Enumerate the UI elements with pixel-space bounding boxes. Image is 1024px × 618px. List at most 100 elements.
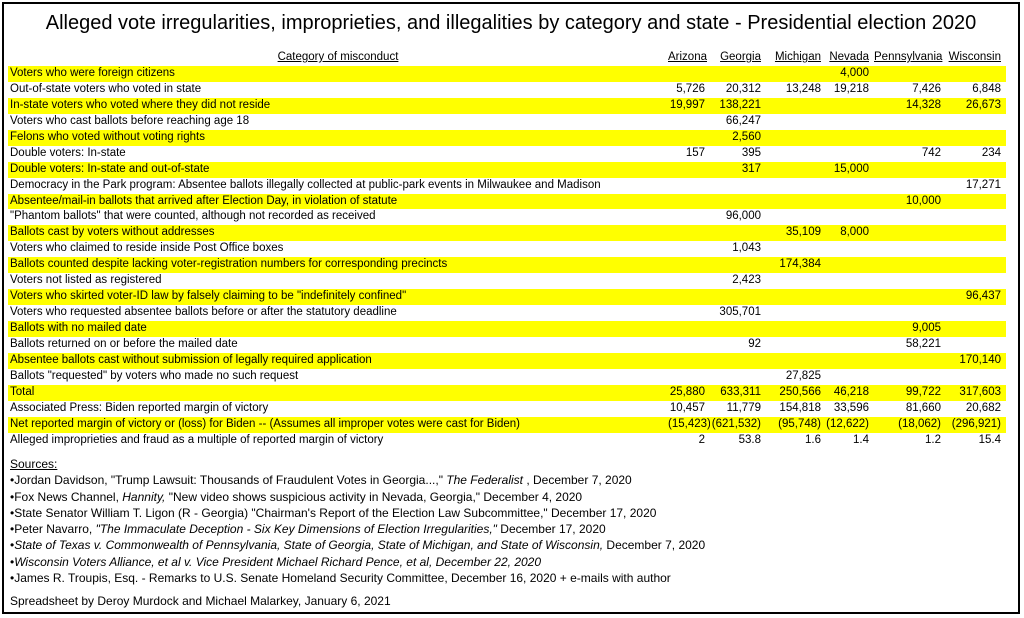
value-cell-wisconsin [946, 241, 1006, 257]
value-cell-nevada [826, 273, 874, 289]
value-cell-georgia [710, 194, 766, 210]
value-cell-georgia [710, 353, 766, 369]
table-row: Voters who cast ballots before reaching … [8, 114, 1006, 130]
value-cell-wisconsin [946, 369, 1006, 385]
value-cell-michigan [766, 241, 826, 257]
source-item: •Fox News Channel, Hannity, "New video s… [10, 489, 583, 504]
value-cell-georgia: 633,311 [720, 385, 761, 398]
table-row: Ballots with no mailed date 9,005 [8, 321, 1006, 337]
value-cell-pennsylvania: 58,221 [905, 337, 941, 350]
value-cell-wisconsin [946, 194, 1006, 210]
table-row: Felons who voted without voting rights 2,… [8, 129, 1006, 146]
row-label: Absentee/mail-in ballots that arrived af… [10, 194, 398, 207]
column-header-georgia: Georgia [720, 51, 761, 63]
value-cell-arizona: 5,726 [676, 82, 705, 95]
value-cell-arizona: 10,457 [669, 401, 705, 414]
value-cell-pennsylvania: 99,722 [905, 385, 941, 398]
value-cell-michigan [766, 66, 826, 82]
value-cell-nevada: 19,218 [833, 82, 869, 95]
value-cell-arizona: (15,423) [668, 417, 710, 430]
value-cell-michigan: 13,248 [785, 82, 821, 95]
value-cell-wisconsin [946, 321, 1006, 337]
value-cell-pennsylvania: 10,000 [905, 194, 941, 207]
value-cell-arizona [668, 369, 710, 385]
table-row: Democracy in the Park program: Absentee … [8, 178, 1006, 194]
value-cell-pennsylvania [874, 353, 946, 369]
value-cell-nevada [826, 146, 874, 162]
value-cell-pennsylvania [874, 130, 946, 146]
table-row: Voters who claimed to reside inside Post… [8, 241, 1006, 257]
value-cell-wisconsin: 15.4 [978, 433, 1001, 446]
table-row: In-state voters who voted where they did… [8, 97, 1006, 114]
value-cell-pennsylvania: 14,328 [905, 98, 941, 111]
value-cell-arizona [668, 257, 710, 273]
column-header-pennsylvania: Pennsylvania [874, 51, 943, 63]
value-cell-arizona [668, 241, 710, 257]
column-header-michigan: Michigan [774, 51, 821, 63]
value-cell-pennsylvania [874, 273, 946, 289]
table-body: Voters who were foreign citizens 4,000 Out… [8, 66, 1006, 449]
value-cell-wisconsin: 170,140 [959, 353, 1001, 366]
value-cell-pennsylvania [874, 209, 946, 225]
value-cell-wisconsin [946, 273, 1006, 289]
table-row: Voters who were foreign citizens 4,000 [8, 66, 1006, 82]
value-cell-wisconsin: 6,848 [972, 82, 1001, 95]
sources-heading: Sources: [10, 457, 58, 471]
row-label: Democracy in the Park program: Absentee … [10, 178, 601, 191]
value-cell-nevada [826, 321, 874, 337]
value-cell-pennsylvania: (18,062) [898, 417, 941, 430]
value-cell-georgia: 20,312 [725, 82, 761, 95]
value-cell-michigan [766, 337, 826, 353]
value-cell-georgia [710, 225, 766, 241]
value-cell-pennsylvania [874, 162, 946, 178]
table-header-row: Category of misconduct Arizona Georgia Mic… [8, 49, 1006, 66]
value-cell-michigan [766, 194, 826, 210]
value-cell-georgia: 395 [741, 146, 761, 159]
category-column-header: Category of misconduct [277, 51, 399, 63]
value-cell-nevada [826, 353, 874, 369]
value-cell-michigan [766, 209, 826, 225]
value-cell-nevada [826, 98, 874, 114]
row-label: "Phantom ballots" that were counted, alt… [10, 210, 376, 223]
value-cell-nevada [826, 114, 874, 130]
table-row: Double voters: In-state 157 395 742 234 [8, 146, 1006, 162]
value-cell-nevada: 4,000 [840, 67, 869, 79]
row-label: Voters who requested absentee ballots be… [10, 306, 397, 319]
row-label: Alleged improprieties and fraud as a mul… [10, 433, 384, 446]
value-cell-wisconsin [946, 257, 1006, 273]
value-cell-nevada [826, 178, 874, 194]
value-cell-nevada [826, 289, 874, 305]
table-row: Voters who skirted voter-ID law by false… [8, 289, 1006, 306]
value-cell-wisconsin [946, 209, 1006, 225]
value-cell-pennsylvania [874, 289, 946, 305]
value-cell-arizona [668, 273, 710, 289]
value-cell-michigan: 1.6 [805, 433, 821, 446]
table-row: Alleged improprieties and fraud as a mul… [8, 433, 1006, 449]
value-cell-nevada: 8,000 [840, 226, 869, 239]
value-cell-georgia: 53.8 [738, 433, 761, 446]
source-item: •Peter Navarro, "The Immaculate Deceptio… [10, 522, 606, 537]
column-header-arizona: Arizona [668, 51, 707, 63]
table-row: Out-of-state voters who voted in state 5,… [8, 82, 1006, 98]
value-cell-nevada [826, 209, 874, 225]
value-cell-arizona: 2 [698, 433, 705, 446]
value-cell-pennsylvania: 742 [921, 146, 941, 159]
value-cell-georgia [710, 321, 766, 337]
value-cell-arizona [668, 225, 710, 241]
value-cell-pennsylvania [874, 257, 946, 273]
value-cell-wisconsin [946, 130, 1006, 146]
value-cell-arizona [668, 178, 710, 194]
value-cell-pennsylvania [874, 178, 946, 194]
value-cell-michigan: 27,825 [785, 369, 821, 382]
value-cell-pennsylvania: 1.2 [925, 433, 941, 446]
value-cell-wisconsin: 20,682 [965, 401, 1001, 414]
value-cell-michigan [766, 162, 826, 178]
value-cell-georgia [710, 369, 766, 385]
sources-section: Sources: •Jordan Davidson, "Trump Lawsui… [10, 456, 1000, 586]
value-cell-michigan: 35,109 [785, 226, 821, 239]
value-cell-georgia [710, 289, 766, 305]
value-cell-michigan [766, 273, 826, 289]
value-cell-nevada [826, 130, 874, 146]
value-cell-nevada [826, 257, 874, 273]
